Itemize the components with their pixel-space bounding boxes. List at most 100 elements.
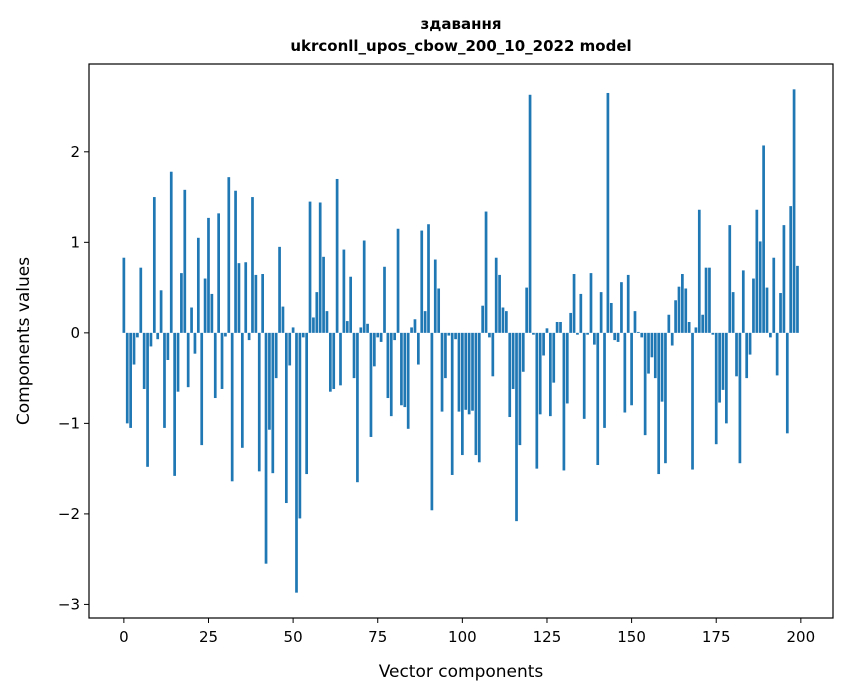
bar-60 (325, 311, 329, 333)
bar-135 (579, 293, 583, 333)
bar-102 (467, 332, 471, 415)
bar-98 (454, 332, 457, 340)
bar-176 (718, 332, 721, 403)
bar-182 (738, 332, 742, 464)
bar-103 (471, 332, 474, 411)
bar-14 (169, 171, 173, 333)
bar-139 (593, 332, 596, 345)
bar-151 (633, 311, 637, 333)
bar-129 (559, 321, 562, 333)
bar-196 (785, 332, 789, 434)
bar-86 (413, 319, 417, 333)
bar-39 (254, 274, 258, 333)
bar-187 (755, 209, 759, 333)
x-tick-label: 200 (787, 628, 816, 646)
bar-80 (393, 332, 397, 341)
bar-27 (213, 332, 217, 399)
bar-99 (457, 332, 461, 412)
bar-20 (190, 307, 193, 333)
bar-197 (789, 206, 793, 333)
bar-120 (528, 94, 532, 333)
bar-69 (356, 332, 359, 483)
bar-48 (284, 332, 288, 504)
bar-130 (562, 332, 566, 471)
bar-179 (728, 225, 732, 333)
chart-subtitle: ukrconll_upos_cbow_200_10_2022 model (290, 37, 631, 55)
bar-16 (176, 332, 180, 392)
bar-76 (379, 332, 383, 342)
bar-41 (261, 274, 264, 333)
bar-168 (691, 332, 694, 470)
bar-26 (210, 293, 214, 333)
x-tick-label: 175 (702, 628, 731, 646)
bar-189 (762, 145, 765, 333)
bar-184 (745, 332, 749, 379)
bar-45 (274, 332, 278, 379)
y-tick-label: 1 (70, 233, 80, 251)
bar-25 (207, 217, 210, 333)
bar-61 (328, 332, 332, 392)
bar-85 (410, 327, 413, 333)
bar-10 (156, 332, 160, 340)
bar-84 (406, 332, 410, 429)
bar-147 (620, 282, 623, 333)
bar-113 (505, 311, 508, 333)
bar-165 (681, 274, 684, 333)
bar-114 (508, 332, 512, 418)
bar-47 (281, 306, 285, 333)
bar-4 (136, 332, 139, 338)
bar-146 (616, 332, 620, 342)
bar-160 (664, 332, 667, 464)
bar-109 (491, 332, 495, 377)
bar-55 (308, 201, 312, 333)
bar-88 (420, 230, 424, 333)
y-tick-label: 2 (70, 143, 80, 161)
bar-132 (569, 312, 573, 333)
bar-171 (701, 314, 705, 333)
bars-group (122, 89, 799, 593)
plot-frame (88, 63, 834, 619)
bar-112 (501, 307, 505, 333)
bar-62 (332, 332, 336, 389)
x-tick-label: 0 (119, 628, 129, 646)
bar-2 (129, 332, 132, 428)
bar-156 (650, 332, 654, 358)
bar-12 (163, 332, 166, 428)
bar-56 (312, 317, 315, 333)
bar-94 (440, 332, 444, 412)
bar-148 (623, 332, 627, 413)
bar-127 (552, 332, 556, 383)
bar-125 (545, 328, 549, 333)
bar-96 (447, 332, 451, 336)
bar-169 (694, 327, 698, 333)
bar-17 (180, 273, 183, 333)
bar-108 (488, 332, 491, 338)
bar-29 (220, 332, 224, 389)
bar-87 (416, 332, 420, 365)
bar-100 (461, 332, 464, 456)
bar-115 (511, 332, 515, 389)
bar-35 (240, 332, 244, 448)
bar-71 (362, 240, 366, 333)
bar-152 (637, 331, 640, 333)
bar-28 (217, 213, 220, 333)
bar-172 (704, 267, 708, 333)
bar-106 (481, 305, 485, 333)
bar-33 (234, 190, 237, 333)
bar-74 (372, 332, 376, 367)
bar-128 (555, 321, 559, 333)
bar-46 (278, 246, 281, 333)
x-tick-label: 100 (448, 628, 477, 646)
bar-137 (586, 332, 589, 335)
y-axis: −3 −2 −1 0 1 2 (58, 143, 89, 613)
bar-22 (196, 237, 200, 333)
bar-159 (660, 332, 664, 402)
bar-68 (352, 332, 356, 379)
bar-116 (515, 332, 518, 522)
bar-40 (257, 332, 261, 472)
bar-52 (298, 332, 302, 519)
bar-38 (251, 197, 254, 333)
bar-104 (474, 332, 478, 456)
bar-66 (345, 321, 349, 333)
bar-111 (498, 274, 501, 333)
